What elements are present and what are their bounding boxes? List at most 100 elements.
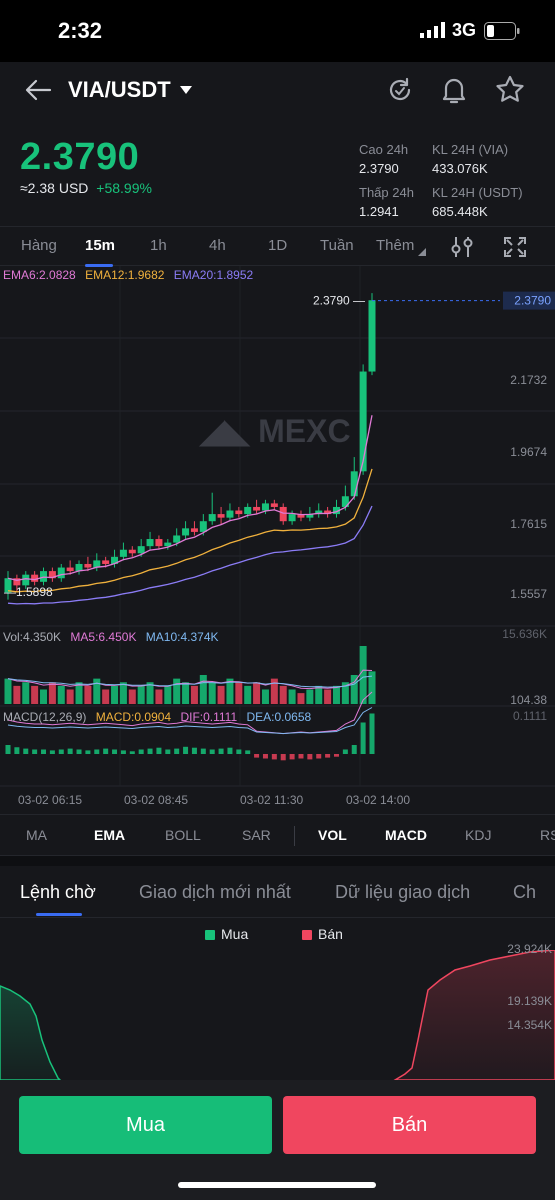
macd-bar <box>360 722 366 754</box>
candle <box>332 506 340 515</box>
low-marker: —1.5898 <box>4 585 53 599</box>
volume-bar <box>137 685 145 704</box>
fullscreen-icon[interactable] <box>504 237 526 257</box>
ind-sar[interactable]: SAR <box>242 827 271 843</box>
stat-low-label: Thấp 24h <box>359 185 414 200</box>
volume-bar <box>182 682 190 704</box>
tab-day[interactable]: Hàng <box>21 237 57 254</box>
depth-legend-buy: Mua <box>205 926 248 942</box>
candle <box>306 514 314 518</box>
ind-vol[interactable]: VOL <box>318 827 347 843</box>
bell-icon[interactable] <box>440 75 468 105</box>
home-indicator <box>178 1182 376 1188</box>
stat-low-value: 1.2941 <box>359 204 399 219</box>
volume-bar <box>146 682 154 704</box>
ind-macd[interactable]: MACD <box>385 827 427 843</box>
macd-bar <box>262 754 268 759</box>
volume-bar <box>75 682 83 704</box>
stat-high-label: Cao 24h <box>359 142 409 157</box>
macd-bar <box>41 749 47 754</box>
depth-legend-sell: Bán <box>302 926 343 942</box>
ind-ma[interactable]: MA <box>26 827 47 843</box>
volume-bar <box>173 678 181 704</box>
sell-button[interactable]: Bán <box>283 1096 536 1154</box>
macd-bar <box>14 747 20 754</box>
macd-bar <box>200 748 206 754</box>
tab-1d[interactable]: 1D <box>268 237 288 254</box>
dif-value: DIF:0.1111 <box>180 710 238 724</box>
tab-more[interactable]: Thêm <box>376 237 415 254</box>
tab-trade-data[interactable]: Dữ liệu giao dịch <box>335 882 471 902</box>
volume-bar <box>217 685 225 704</box>
ind-rsi[interactable]: RSI <box>540 827 555 843</box>
macd-value: MACD:0.0904 <box>95 710 172 724</box>
volume-bar <box>31 685 39 704</box>
volume-bar <box>288 689 296 704</box>
volume-bar <box>208 682 216 704</box>
volume-bar <box>350 675 358 704</box>
refresh-icon[interactable] <box>386 76 414 104</box>
macd-legend: MACD(12,26,9) MACD:0.0904 DIF:0.1111 DEA… <box>3 710 311 724</box>
candle <box>270 503 278 507</box>
price-axis-label: 1.5557 <box>510 587 547 601</box>
ema12-label: EMA12:1.9682 <box>85 268 165 282</box>
back-arrow-icon[interactable] <box>24 78 52 102</box>
stat-turnover-value: 685.448K <box>432 204 488 219</box>
candle <box>315 510 323 515</box>
time-axis-label: 03-02 14:00 <box>346 793 410 807</box>
tab-4h[interactable]: 4h <box>209 237 226 254</box>
tab-order-book[interactable]: Lệnh chờ <box>20 882 96 902</box>
pair-title[interactable]: VIA/USDT <box>68 77 171 102</box>
candle <box>226 510 234 518</box>
price-axis-label: 1.7615 <box>510 517 547 531</box>
volume-bar <box>164 685 172 704</box>
candle <box>359 371 367 472</box>
candle <box>4 578 12 593</box>
volume-bar <box>84 685 92 704</box>
volume-bar <box>226 678 234 704</box>
volume-bar <box>48 682 56 704</box>
star-icon[interactable] <box>495 75 525 103</box>
macd-bar <box>85 750 91 754</box>
volume-bar <box>22 682 30 704</box>
price-axis-label: 1.9674 <box>510 445 547 459</box>
ma10-line <box>7 675 373 688</box>
macd-bar <box>76 749 82 754</box>
tab-1h[interactable]: 1h <box>150 237 167 254</box>
tab-more-data[interactable]: Ch <box>513 882 537 902</box>
ind-ema[interactable]: EMA <box>94 827 126 843</box>
volume-bar <box>13 685 21 704</box>
ind-boll[interactable]: BOLL <box>165 827 201 843</box>
depth-axis-low: 14.354K <box>507 1018 552 1032</box>
ind-kdj[interactable]: KDJ <box>465 827 492 843</box>
candle <box>217 514 225 518</box>
price-chart[interactable]: ◢◣ MEXC 2.1732 1.9674 1.7615 1.5557 2.3790 2.3… <box>0 266 555 814</box>
tab-week[interactable]: Tuần <box>320 237 354 254</box>
macd-bar <box>209 749 215 754</box>
buy-swatch <box>205 930 215 941</box>
volume-bar <box>4 678 12 704</box>
volume-bar <box>297 693 305 704</box>
network-type: 3G <box>452 20 477 40</box>
volume-bar <box>93 678 101 704</box>
stat-turnover: KL 24H (USDT) 685.448K <box>432 185 523 219</box>
ema20-label: EMA20:1.8952 <box>173 268 254 282</box>
price-subline: ≈2.38 USD +58.99% <box>20 180 152 196</box>
currency: USD <box>58 180 89 196</box>
depth-axis-top: 23.924K <box>507 942 552 956</box>
tab-15m[interactable]: 15m <box>85 237 116 254</box>
buy-button[interactable]: Mua <box>19 1096 272 1154</box>
volume-bar <box>279 685 287 704</box>
macd-bar <box>138 749 144 754</box>
macd-bar <box>333 754 339 757</box>
tab-latest-trades[interactable]: Giao dịch mới nhất <box>139 882 291 902</box>
dropdown-caret-icon[interactable] <box>179 85 193 95</box>
candle <box>235 510 243 515</box>
candle <box>102 560 110 564</box>
change-percent: +58.99% <box>96 180 152 196</box>
indicator-settings-icon[interactable] <box>450 236 474 258</box>
candle <box>93 560 101 568</box>
macd-bar <box>254 754 260 758</box>
macd-bar <box>307 754 313 760</box>
chart-area[interactable]: ◢◣ MEXC 2.1732 1.9674 1.7615 1.5557 2.3790 2.3… <box>0 266 555 814</box>
